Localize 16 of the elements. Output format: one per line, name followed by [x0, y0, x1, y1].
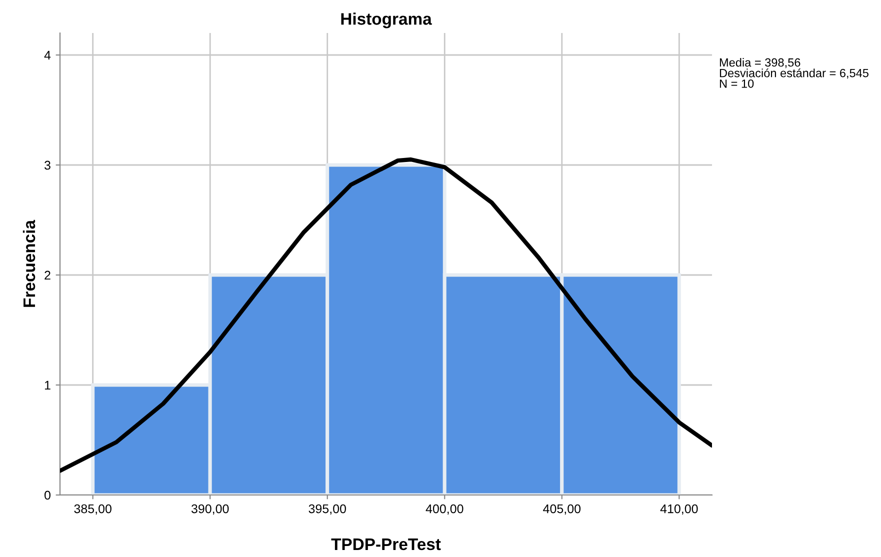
y-axis-title: Frecuencia: [22, 220, 36, 307]
y-tick-label: 2: [44, 270, 50, 280]
x-tick-label: 390,00: [191, 504, 229, 515]
line-series: [60, 157, 712, 473]
x-tick-label: 400,00: [426, 504, 464, 515]
y-tick-label: 3: [44, 160, 50, 170]
chart-title: Histograma: [341, 12, 432, 28]
x-tick-label: 385,00: [74, 504, 112, 515]
x-tick-label: 410,00: [660, 504, 698, 515]
y-tick-label: 4: [44, 50, 51, 60]
text: Media = 398,56 Desviación estándar = 6,545 N = 10: [720, 58, 868, 88]
x-tick-label: 395,00: [308, 504, 346, 515]
x-axis-title: TPDP-PreTest: [331, 538, 441, 550]
y-tick-label: 1: [44, 380, 50, 390]
y-tick-label: 0: [44, 490, 50, 500]
x-tick-label: 405,00: [543, 504, 581, 515]
